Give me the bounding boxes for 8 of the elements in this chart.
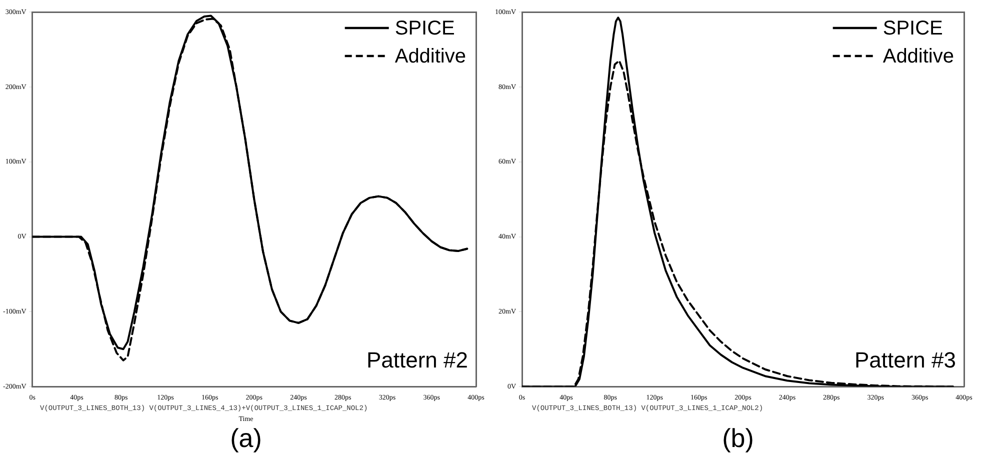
text: (a) xyxy=(229,423,263,453)
annotation: Pattern #2 xyxy=(366,348,468,373)
legend-label: SPICE xyxy=(394,18,455,40)
legend-label: Additive xyxy=(882,46,954,68)
annotation: Pattern #3 xyxy=(854,348,956,373)
legend-label: Additive xyxy=(394,46,466,68)
text: (b) xyxy=(721,423,755,453)
legend-label: SPICE xyxy=(882,18,943,40)
